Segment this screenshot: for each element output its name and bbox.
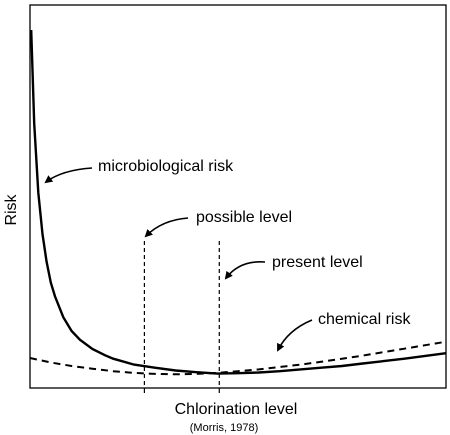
present-level-arrow <box>224 261 266 280</box>
microbiological-risk-curve <box>30 29 447 375</box>
microbiological-risk-arrow <box>44 167 93 184</box>
chemical-risk-arrow <box>277 319 313 352</box>
chemical-risk-curve <box>29 340 447 376</box>
possible-level-label: possible level <box>196 209 292 226</box>
plot-frame <box>29 4 447 389</box>
source-note: (Morris, 1978) <box>190 422 258 434</box>
possible-level-arrow <box>144 217 189 238</box>
chemical-risk-label: chemical risk <box>318 311 411 328</box>
microbiological-risk-label: microbiological risk <box>98 158 234 175</box>
y-axis-label: Risk <box>3 193 20 225</box>
x-axis-label: Chlorination level <box>175 401 298 418</box>
present-level-label: present level <box>272 254 363 271</box>
